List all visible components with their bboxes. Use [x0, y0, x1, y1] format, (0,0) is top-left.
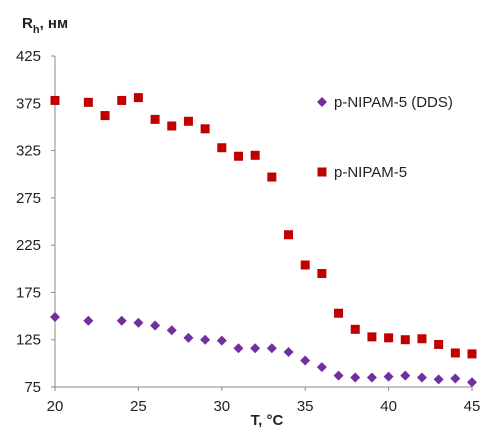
data-point	[416, 372, 427, 383]
data-point	[116, 315, 127, 326]
legend-marker	[317, 97, 327, 107]
y-axis-label: Rh, нм	[22, 15, 68, 36]
data-point	[150, 114, 160, 124]
y-tick-label: 125	[16, 332, 41, 349]
data-point	[433, 374, 444, 385]
x-tick-labels: 20 25 30 35 40 45	[47, 398, 481, 415]
series-dds	[50, 312, 477, 388]
data-point	[183, 332, 194, 343]
data-point	[216, 335, 227, 346]
y-tick-label: 325	[16, 143, 41, 160]
data-point	[200, 124, 210, 134]
data-point	[450, 348, 460, 358]
data-point	[166, 325, 177, 336]
data-point	[200, 334, 211, 345]
x-tick-label: 30	[213, 398, 230, 415]
data-point	[367, 332, 377, 342]
data-point	[366, 372, 377, 383]
x-axis-label: T, °C	[251, 412, 284, 429]
data-point	[150, 320, 161, 331]
legend-label: p-NIPAM-5 (DDS)	[334, 94, 453, 111]
data-point	[283, 347, 294, 358]
data-point	[217, 143, 227, 153]
data-point	[50, 95, 60, 105]
data-point	[266, 343, 277, 354]
data-point	[250, 343, 261, 354]
data-point	[350, 372, 361, 383]
data-point	[316, 362, 327, 373]
data-point	[117, 95, 127, 105]
series-p-nipam-5	[50, 93, 477, 359]
data-point	[317, 269, 327, 279]
data-point	[133, 93, 143, 103]
data-point	[383, 371, 394, 382]
data-point	[300, 260, 310, 270]
y-tick-label: 275	[16, 190, 41, 207]
data-point	[183, 116, 193, 126]
plot-area	[50, 93, 477, 388]
data-point	[83, 97, 93, 107]
data-point	[284, 230, 294, 240]
x-tick-label: 20	[47, 398, 64, 415]
data-point	[133, 317, 144, 328]
data-point	[334, 308, 344, 318]
y-tick-label: 175	[16, 284, 41, 301]
data-point	[267, 172, 277, 182]
data-point	[450, 373, 461, 384]
data-point	[100, 111, 110, 121]
y-tick-label: 375	[16, 95, 41, 112]
legend-label: p-NIPAM-5	[334, 164, 407, 181]
data-point	[467, 377, 477, 388]
y-axis-label-main: R	[22, 15, 33, 32]
legend-marker	[317, 167, 327, 177]
y-tick-labels: 75 125 175 225 275 325 375 425	[16, 48, 41, 396]
data-point	[250, 150, 260, 160]
y-tick-label: 75	[24, 379, 41, 396]
x-tick-label: 40	[380, 398, 397, 415]
data-point	[300, 355, 311, 366]
y-axis-label-unit: , нм	[40, 15, 69, 32]
data-point	[83, 315, 94, 326]
data-point	[400, 370, 411, 381]
data-point	[434, 339, 444, 349]
data-point	[167, 121, 177, 131]
legend: p-NIPAM-5 (DDS) p-NIPAM-5	[317, 94, 453, 181]
data-point	[350, 324, 360, 334]
x-tick-label: 35	[297, 398, 314, 415]
data-point	[400, 335, 410, 345]
data-point	[333, 370, 344, 381]
y-tick-label: 225	[16, 237, 41, 254]
data-point	[50, 312, 60, 323]
data-point	[384, 333, 394, 343]
data-point	[233, 151, 243, 161]
data-point	[417, 334, 427, 344]
y-axis-label-subscript: h	[33, 24, 40, 36]
x-tick-label: 25	[130, 398, 147, 415]
axes	[51, 55, 473, 391]
data-point	[233, 343, 244, 354]
x-tick-label: 45	[464, 398, 481, 415]
data-point	[467, 349, 477, 359]
y-tick-label: 425	[16, 48, 41, 65]
